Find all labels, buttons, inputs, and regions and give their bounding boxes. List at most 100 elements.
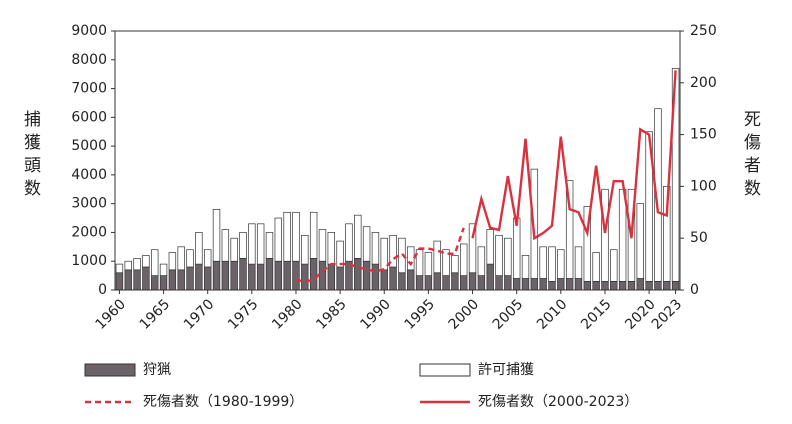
bar [415, 275, 424, 291]
bar [221, 229, 230, 262]
bar [407, 269, 415, 291]
bar [557, 249, 565, 279]
x-tick-label: 1975 [225, 296, 262, 333]
y-tick-label: 3000 [71, 196, 107, 212]
bar [203, 249, 212, 268]
legend-label: 死傷者数（2000-2023） [478, 394, 638, 410]
y-axis-title: 捕獲頭数 [20, 110, 41, 202]
bar [663, 186, 671, 282]
bar [512, 217, 521, 279]
bar [265, 257, 274, 291]
bar [354, 214, 362, 259]
bar [195, 263, 203, 291]
x-tick-label: 2010 [534, 296, 571, 333]
x-tick-label: 1995 [402, 296, 439, 333]
bar [362, 226, 371, 262]
bar [301, 234, 309, 265]
bar [654, 281, 662, 291]
y2-tick-label: 100 [690, 178, 717, 194]
bar [327, 263, 335, 291]
bar [407, 246, 415, 271]
bar [636, 278, 644, 291]
bar [159, 275, 168, 291]
bar [627, 281, 636, 291]
legend-swatch [419, 363, 471, 377]
bar [124, 260, 132, 271]
bar [283, 260, 291, 291]
bar [583, 206, 592, 282]
bar [230, 260, 238, 291]
bar [115, 263, 124, 274]
bar [618, 188, 627, 282]
bar [539, 278, 547, 291]
bar [512, 278, 521, 291]
y2-tick-label: 150 [690, 127, 717, 143]
bar [256, 263, 265, 291]
bar [671, 281, 680, 291]
bar [645, 281, 653, 291]
bar [212, 260, 221, 291]
bar [442, 249, 450, 276]
bar [645, 131, 653, 282]
bar [565, 278, 574, 291]
bar [592, 281, 600, 291]
bar [142, 266, 150, 291]
y-tick-label: 4000 [71, 167, 107, 183]
line [295, 227, 465, 283]
bar [495, 234, 503, 276]
bar [557, 278, 565, 291]
bar [168, 269, 177, 291]
bar [389, 234, 397, 268]
bar [477, 275, 486, 291]
bar [530, 168, 539, 279]
bar [468, 223, 477, 274]
x-tick-label: 1970 [181, 296, 218, 333]
x-tick-label: 2000 [446, 296, 483, 333]
bar [133, 269, 141, 291]
bar [539, 246, 547, 279]
bar [177, 246, 185, 271]
bar [292, 260, 300, 291]
x-tick-label: 1965 [137, 296, 174, 333]
bar [654, 108, 662, 282]
bar [318, 229, 327, 262]
bar [548, 281, 556, 291]
bar [371, 232, 380, 265]
bar [477, 246, 486, 276]
bar [256, 223, 265, 265]
bar [186, 266, 194, 291]
bar [451, 255, 459, 274]
bar [504, 237, 512, 276]
bar [159, 263, 168, 276]
y-tick-label: 0 [98, 282, 107, 298]
y2-tick-label: 0 [690, 282, 699, 298]
x-tick-label: 1980 [269, 296, 306, 333]
bar [389, 266, 397, 291]
bar [168, 252, 177, 271]
y-tick-label: 6000 [71, 109, 107, 125]
bar [301, 263, 309, 291]
bar [230, 237, 238, 262]
bar [565, 180, 574, 279]
bar [309, 257, 318, 291]
x-tick-label: 2015 [578, 296, 615, 333]
bar [292, 211, 300, 262]
y-tick-label: 1000 [71, 253, 107, 269]
x-tick-label: 1985 [313, 296, 350, 333]
bar [530, 278, 539, 291]
bar [636, 203, 644, 279]
bar [583, 281, 592, 291]
bar [336, 266, 344, 291]
legend-swatch [84, 363, 136, 377]
bar [345, 223, 353, 262]
bar [460, 243, 468, 276]
bar [398, 272, 406, 291]
bar [601, 281, 609, 291]
x-tick-label: 2005 [490, 296, 527, 333]
bar [124, 269, 132, 291]
bar [221, 260, 230, 291]
bar [265, 232, 274, 259]
legend-label: 狩猟 [143, 362, 171, 378]
bar [468, 272, 477, 291]
